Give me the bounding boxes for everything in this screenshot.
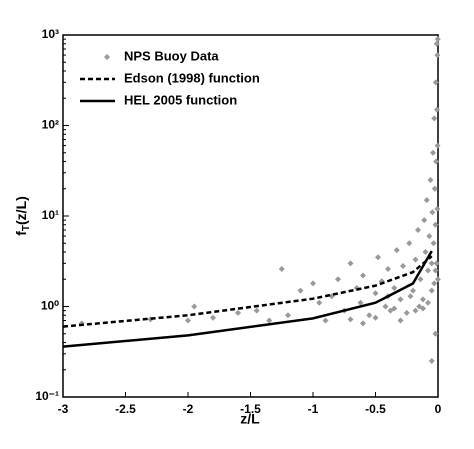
scatter-point bbox=[347, 260, 354, 267]
scatter-point bbox=[360, 320, 366, 327]
y-axis-label: fT(z/L) bbox=[13, 196, 32, 236]
legend-marker bbox=[104, 54, 110, 60]
scatter-point bbox=[415, 227, 421, 234]
scatter-point bbox=[253, 307, 260, 314]
scatter-point bbox=[434, 142, 441, 149]
scatter-point bbox=[432, 330, 439, 337]
scatter-point bbox=[316, 299, 323, 306]
scatter-point bbox=[347, 316, 354, 323]
x-tick-label: -0.5 bbox=[365, 402, 386, 416]
line bbox=[62, 255, 433, 328]
scatter-point bbox=[417, 276, 424, 283]
x-tick-label: -3 bbox=[58, 402, 69, 416]
scatter-point bbox=[426, 233, 433, 240]
x-tick-label: 0 bbox=[435, 402, 442, 416]
scatter-point bbox=[430, 240, 437, 247]
legend-label: HEL 2005 function bbox=[124, 92, 237, 107]
scatter-point bbox=[434, 36, 441, 43]
x-tick-label: -1.5 bbox=[240, 402, 261, 416]
x-tick-label: -2.5 bbox=[115, 402, 136, 416]
scatter-point bbox=[185, 317, 191, 324]
scatter-point bbox=[425, 299, 431, 306]
scatter-point bbox=[431, 115, 438, 122]
scatter-point bbox=[429, 209, 436, 216]
scatter-point bbox=[397, 317, 404, 324]
legend-label: Edson (1998) function bbox=[124, 70, 260, 85]
scatter-point bbox=[420, 305, 426, 312]
scatter-point bbox=[431, 185, 438, 192]
scatter-point bbox=[285, 312, 291, 319]
scatter-point bbox=[403, 309, 410, 316]
scatter-point bbox=[423, 197, 430, 204]
scatter-point bbox=[432, 221, 439, 228]
scatter-point bbox=[375, 254, 381, 261]
x-tick-label: -2 bbox=[183, 402, 194, 416]
y-tick-label: 10⁰ bbox=[41, 299, 59, 313]
scatter-point bbox=[410, 287, 416, 294]
scatter-point bbox=[434, 205, 441, 212]
scatter-point bbox=[432, 267, 439, 274]
scatter-point bbox=[412, 307, 419, 314]
y-tick-label: 10⁻¹ bbox=[35, 389, 59, 403]
scatter-point bbox=[430, 149, 436, 156]
scatter-point bbox=[210, 314, 216, 321]
scatter-point bbox=[432, 79, 439, 86]
scatter-point bbox=[372, 314, 379, 321]
scatter-point bbox=[433, 158, 440, 165]
scatter-point bbox=[360, 272, 366, 279]
scatter-point bbox=[434, 276, 441, 283]
scatter-point bbox=[421, 217, 428, 224]
scatter-point bbox=[407, 293, 414, 300]
scatter-point bbox=[385, 265, 391, 272]
scatter-point bbox=[366, 312, 373, 319]
scatter-point bbox=[420, 296, 426, 303]
scatter-point bbox=[425, 267, 431, 274]
scatter-point bbox=[427, 176, 434, 183]
scatter-point bbox=[434, 52, 441, 59]
scatter-point bbox=[412, 256, 419, 263]
legend-label: NPS Buoy Data bbox=[124, 48, 219, 63]
scatter-point bbox=[428, 287, 435, 294]
scatter-point bbox=[393, 247, 400, 254]
scatter-point bbox=[235, 309, 241, 316]
scatter-point bbox=[357, 299, 364, 306]
y-label-part: (z/L) bbox=[13, 196, 29, 225]
scatter-point bbox=[310, 280, 316, 287]
scatter-point bbox=[400, 263, 406, 270]
y-tick-label: 10¹ bbox=[42, 208, 59, 222]
x-axis-label: z/L bbox=[240, 411, 260, 427]
scatter-point bbox=[191, 303, 198, 310]
scatter-point bbox=[433, 260, 440, 267]
scatter-point bbox=[382, 303, 389, 310]
scatter-point bbox=[406, 240, 413, 247]
y-tick-label: 10² bbox=[42, 118, 59, 132]
scatter-point bbox=[428, 357, 435, 364]
y-label-part: f bbox=[13, 231, 29, 236]
scatter-point bbox=[434, 106, 440, 113]
scatter-point bbox=[422, 249, 429, 256]
line bbox=[62, 250, 433, 348]
scatter-point bbox=[431, 280, 438, 287]
scatter-point bbox=[372, 290, 379, 297]
x-tick-label: -1 bbox=[308, 402, 319, 416]
scatter-point bbox=[335, 276, 341, 283]
scatter-point bbox=[391, 285, 398, 292]
scatter-point bbox=[397, 296, 404, 303]
y-label-sub: T bbox=[21, 225, 32, 231]
scatter-point bbox=[428, 260, 435, 267]
scatter-point bbox=[266, 317, 273, 324]
scatter-point bbox=[278, 265, 285, 272]
scatter-point bbox=[322, 317, 329, 324]
scatter-point bbox=[297, 287, 304, 294]
scatter-point bbox=[391, 305, 398, 312]
scatter-point bbox=[433, 40, 440, 47]
y-tick-label: 10³ bbox=[42, 27, 59, 41]
